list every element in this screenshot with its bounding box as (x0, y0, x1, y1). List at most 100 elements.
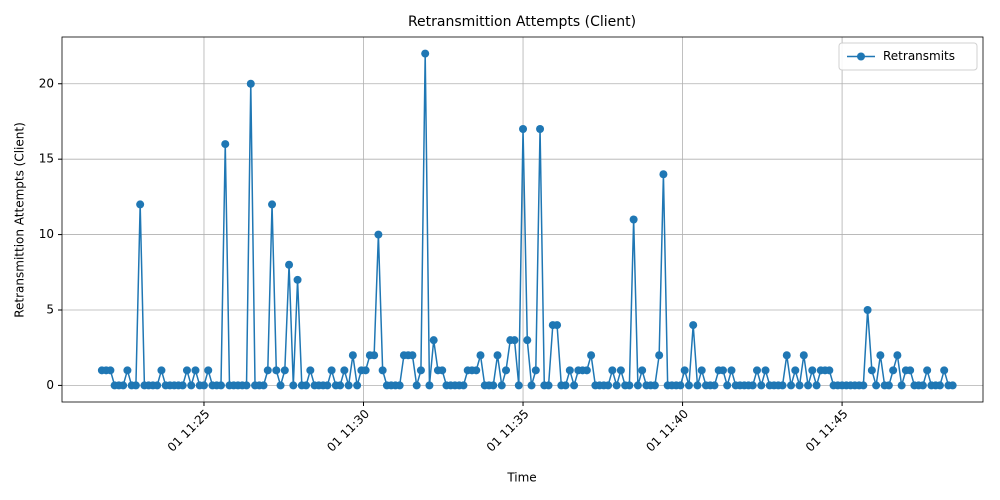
data-point (655, 351, 664, 360)
data-point (204, 366, 213, 375)
data-point (859, 381, 868, 390)
data-point (370, 351, 379, 360)
data-point (408, 351, 417, 360)
legend-box (838, 42, 978, 71)
data-point (497, 381, 506, 390)
data-point (323, 381, 332, 390)
data-point (748, 381, 757, 390)
y-tick-label: 20 (39, 76, 54, 90)
data-point (489, 381, 498, 390)
data-point (872, 381, 881, 390)
data-point (697, 366, 706, 375)
data-point (510, 336, 519, 345)
data-point (199, 381, 208, 390)
data-point (353, 381, 362, 390)
data-point (804, 381, 813, 390)
data-point (616, 366, 625, 375)
data-point (425, 381, 434, 390)
data-point (531, 366, 540, 375)
data-point (514, 381, 523, 390)
data-point (378, 366, 387, 375)
data-point (536, 125, 545, 134)
data-point (429, 336, 438, 345)
data-point (285, 260, 294, 269)
data-point (153, 381, 162, 390)
data-point (889, 366, 898, 375)
data-point (178, 381, 187, 390)
data-point (612, 381, 621, 390)
data-point (693, 381, 702, 390)
data-point (416, 366, 425, 375)
data-point (710, 381, 719, 390)
data-point (723, 381, 732, 390)
data-point (182, 366, 191, 375)
data-point (131, 381, 140, 390)
data-point (561, 381, 570, 390)
data-point (272, 366, 281, 375)
plot-frame (61, 36, 984, 403)
data-point (633, 381, 642, 390)
data-point (608, 366, 617, 375)
data-point (123, 366, 132, 375)
data-point (923, 366, 932, 375)
data-point (863, 305, 872, 314)
data-point (523, 336, 532, 345)
data-point (680, 366, 689, 375)
data-point (565, 366, 574, 375)
data-point (787, 381, 796, 390)
data-point (191, 366, 200, 375)
data-point (799, 351, 808, 360)
data-point (553, 321, 562, 330)
data-point (119, 381, 128, 390)
legend-label: Retransmits (883, 49, 955, 63)
data-point (659, 170, 668, 179)
data-point (289, 381, 298, 390)
data-point (502, 366, 511, 375)
data-point (727, 366, 736, 375)
data-point (867, 366, 876, 375)
data-point (625, 381, 634, 390)
data-point (472, 366, 481, 375)
y-tick-label: 5 (46, 302, 54, 316)
data-point (268, 200, 277, 209)
data-point (893, 351, 902, 360)
data-point (519, 125, 528, 134)
data-point (476, 351, 485, 360)
data-point (259, 381, 268, 390)
data-point (421, 49, 430, 58)
data-point (825, 366, 834, 375)
data-point (812, 381, 821, 390)
data-point (221, 140, 230, 149)
data-point (544, 381, 553, 390)
data-point (778, 381, 787, 390)
data-point (940, 366, 949, 375)
data-point (280, 366, 289, 375)
data-point (587, 351, 596, 360)
data-point (187, 381, 196, 390)
data-point (638, 366, 647, 375)
y-axis-label: Retransmittion Attempts (Client) (13, 122, 27, 318)
data-point (753, 366, 762, 375)
data-point (361, 366, 370, 375)
data-point (438, 366, 447, 375)
data-point (412, 381, 421, 390)
data-point (918, 381, 927, 390)
data-point (795, 381, 804, 390)
chart-title: Retransmittion Attempts (Client) (408, 14, 636, 30)
data-point (582, 366, 591, 375)
data-point (344, 381, 353, 390)
y-tick-label: 0 (46, 378, 54, 392)
data-point (782, 351, 791, 360)
data-point (604, 381, 613, 390)
data-point (689, 321, 698, 330)
data-point (106, 366, 115, 375)
data-point (246, 79, 255, 88)
data-point (493, 351, 502, 360)
data-point (676, 381, 685, 390)
data-point (570, 381, 579, 390)
y-tick-label: 15 (39, 152, 54, 166)
data-point (340, 366, 349, 375)
data-point (395, 381, 404, 390)
data-point (242, 381, 251, 390)
